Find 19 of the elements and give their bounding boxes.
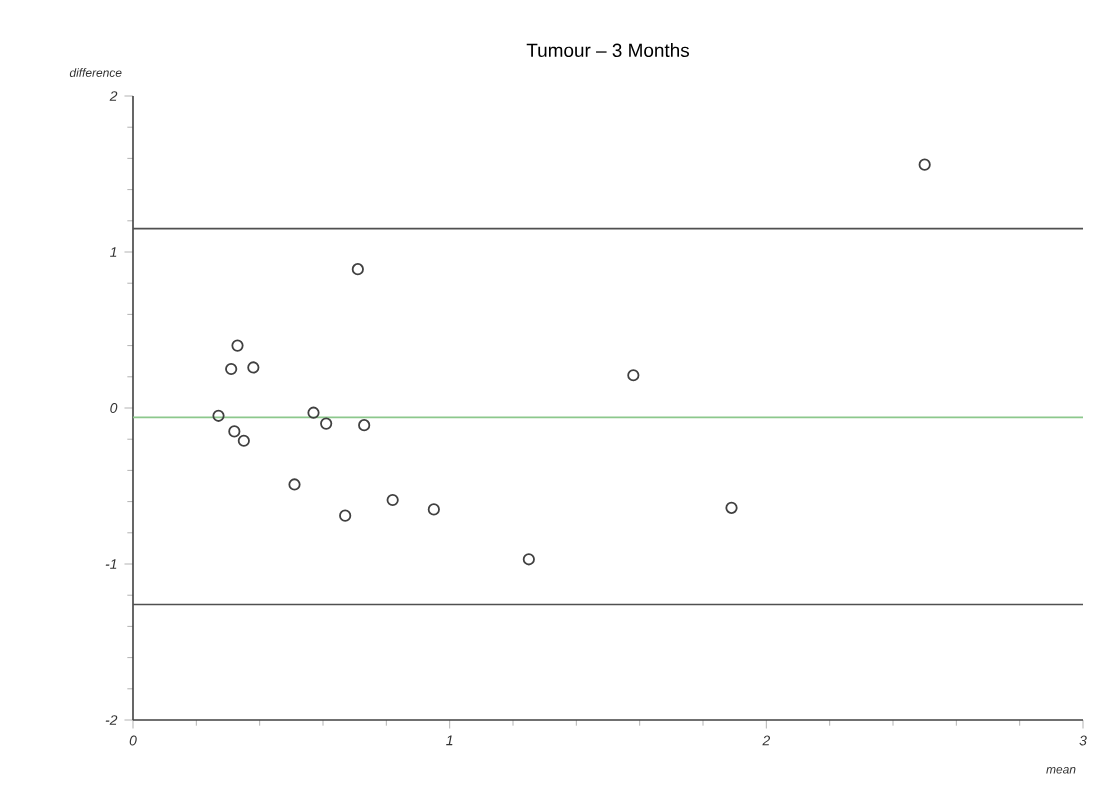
point xyxy=(307,406,320,419)
point xyxy=(231,339,244,352)
point xyxy=(320,417,333,430)
point xyxy=(918,158,931,171)
point xyxy=(228,425,241,438)
point xyxy=(351,263,364,276)
point xyxy=(427,503,440,516)
point xyxy=(212,409,225,422)
point xyxy=(358,419,371,432)
point xyxy=(522,553,535,566)
point xyxy=(386,493,399,507)
point xyxy=(225,362,238,376)
point xyxy=(288,478,301,491)
point xyxy=(247,361,260,374)
point xyxy=(237,434,250,447)
chart-title: Tumour – 3 Months xyxy=(526,43,690,58)
point xyxy=(339,509,352,522)
point xyxy=(725,501,738,514)
point xyxy=(627,369,640,382)
